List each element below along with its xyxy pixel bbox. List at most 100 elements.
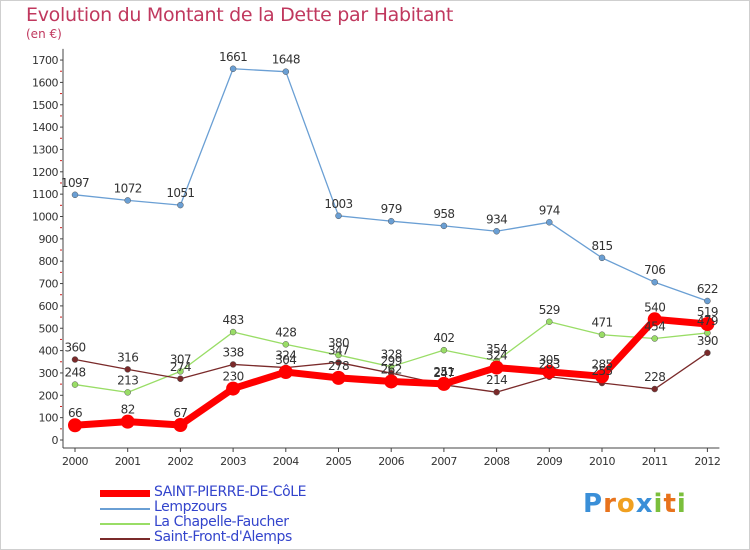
y-tick-label: 400 bbox=[39, 345, 59, 358]
data-label: 1003 bbox=[324, 197, 352, 211]
data-point bbox=[177, 375, 184, 383]
legend-label: SAINT-PIERRE-DE-CôLE bbox=[154, 484, 307, 500]
data-label: 338 bbox=[223, 345, 244, 359]
legend-label: Lempzours bbox=[154, 499, 227, 515]
data-label: 529 bbox=[539, 303, 560, 317]
data-label: 82 bbox=[121, 403, 135, 417]
data-label: 402 bbox=[433, 331, 454, 345]
data-label: 479 bbox=[697, 314, 718, 328]
data-point bbox=[598, 331, 606, 338]
data-label: 354 bbox=[486, 342, 507, 356]
data-point bbox=[542, 364, 557, 379]
y-tick-label: 500 bbox=[39, 322, 59, 335]
data-point bbox=[229, 361, 237, 368]
x-tick-label: 2000 bbox=[62, 455, 88, 468]
data-label: 299 bbox=[381, 354, 402, 368]
data-label: 328 bbox=[381, 348, 402, 362]
y-tick-label: 1700 bbox=[32, 54, 58, 67]
logo-letter: i bbox=[676, 489, 687, 519]
data-point bbox=[546, 219, 553, 226]
data-point bbox=[651, 278, 658, 286]
x-tick-label: 2009 bbox=[536, 455, 562, 468]
data-label: 255 bbox=[591, 364, 612, 378]
data-label: 347 bbox=[328, 343, 349, 357]
data-label: 360 bbox=[64, 341, 85, 355]
data-point bbox=[71, 191, 79, 199]
y-tick-label: 1300 bbox=[32, 143, 58, 156]
x-tick-label: 2002 bbox=[167, 455, 193, 468]
data-point bbox=[493, 388, 500, 396]
data-point bbox=[700, 317, 715, 332]
y-tick-label: 1500 bbox=[32, 99, 58, 112]
logo-letter: o bbox=[616, 489, 636, 519]
data-label: 390 bbox=[697, 334, 718, 348]
data-label: 67 bbox=[173, 406, 187, 420]
data-label: 979 bbox=[381, 202, 402, 216]
data-label: 483 bbox=[223, 313, 244, 327]
data-label: 324 bbox=[486, 349, 507, 363]
legend-label: La Chapelle-Faucher bbox=[154, 514, 289, 530]
data-label: 214 bbox=[486, 373, 507, 387]
x-tick-label: 2005 bbox=[326, 455, 352, 468]
data-label: 519 bbox=[697, 305, 718, 319]
data-point bbox=[387, 363, 395, 370]
data-label: 958 bbox=[433, 207, 454, 221]
data-point bbox=[124, 366, 131, 373]
data-point bbox=[71, 381, 79, 388]
data-label: 248 bbox=[64, 366, 85, 380]
chart-unit-label: (en €) bbox=[26, 27, 62, 41]
data-point bbox=[595, 369, 609, 384]
data-point bbox=[704, 349, 711, 357]
data-point bbox=[229, 328, 237, 336]
data-point bbox=[651, 335, 658, 342]
data-point bbox=[436, 376, 451, 391]
series-line-1 bbox=[74, 68, 708, 302]
data-point bbox=[546, 318, 553, 326]
data-point bbox=[331, 370, 346, 385]
y-tick-label: 1200 bbox=[32, 166, 58, 179]
data-label: 324 bbox=[275, 349, 296, 363]
data-label: 304 bbox=[275, 353, 296, 367]
data-label: 380 bbox=[328, 336, 349, 350]
y-tick-label: 0 bbox=[52, 434, 59, 447]
y-tick-label: 1600 bbox=[32, 76, 58, 89]
data-label: 316 bbox=[117, 350, 138, 364]
data-label: 274 bbox=[170, 360, 191, 374]
y-tick-label: 1000 bbox=[32, 211, 58, 224]
y-tick-label: 800 bbox=[39, 255, 59, 268]
data-point bbox=[440, 346, 448, 354]
data-point bbox=[489, 360, 504, 375]
data-point bbox=[71, 356, 79, 363]
x-tick-label: 2011 bbox=[642, 455, 668, 468]
y-tick-label: 1100 bbox=[32, 188, 58, 201]
data-label: 251 bbox=[433, 365, 454, 379]
x-tick-label: 2008 bbox=[484, 455, 510, 468]
data-label: 230 bbox=[223, 370, 244, 384]
x-tick-label: 2007 bbox=[431, 455, 457, 468]
data-label: 622 bbox=[697, 282, 718, 296]
data-point bbox=[177, 201, 184, 209]
legend-label: Saint-Front-d'Alemps bbox=[154, 529, 292, 545]
data-point bbox=[278, 365, 293, 380]
y-tick-label: 600 bbox=[39, 300, 59, 313]
data-point bbox=[651, 385, 658, 393]
data-label: 1648 bbox=[272, 53, 300, 67]
y-tick-label: 200 bbox=[39, 389, 59, 402]
data-label: 1097 bbox=[61, 176, 89, 190]
data-point bbox=[387, 217, 395, 225]
data-point bbox=[704, 297, 711, 305]
logo-letter: r bbox=[603, 489, 617, 519]
data-label: 278 bbox=[328, 359, 349, 373]
data-point bbox=[177, 368, 184, 375]
data-point bbox=[440, 222, 448, 230]
chart-title: Evolution du Montant de la Dette par Hab… bbox=[26, 4, 454, 26]
data-point bbox=[282, 68, 290, 75]
data-point bbox=[335, 359, 342, 366]
x-tick-label: 2006 bbox=[378, 455, 404, 468]
y-tick-label: 700 bbox=[39, 278, 59, 291]
data-label: 1072 bbox=[114, 181, 142, 195]
line-chart: 0 100 200 300 400 500 600 700 800 900 1000 1100 1200… bbox=[32, 48, 721, 468]
legend-swatch bbox=[100, 508, 150, 510]
data-label: 540 bbox=[644, 300, 665, 314]
